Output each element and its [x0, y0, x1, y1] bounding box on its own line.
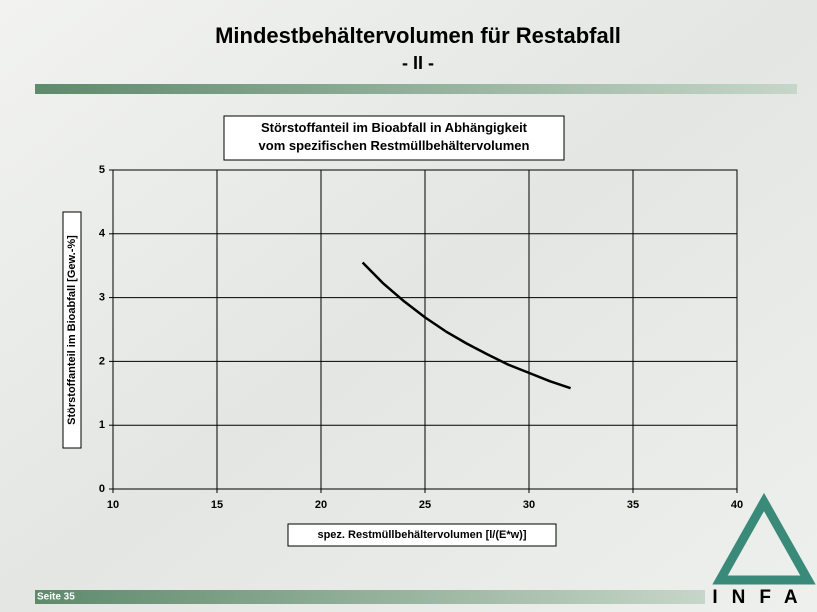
x-tick-label: 30 [523, 499, 535, 511]
y-tick-label: 1 [99, 419, 105, 431]
x-axis-label: spez. Restmüllbehältervolumen [l/(E*w)] [317, 529, 526, 541]
y-tick-label: 4 [99, 228, 106, 240]
y-tick-label: 0 [99, 483, 105, 495]
header-bar [35, 84, 797, 94]
y-tick-label: 5 [99, 164, 105, 176]
y-axis-label: Störstoffanteil im Bioabfall [Gew.-%] [66, 235, 78, 425]
x-tick-label: 25 [419, 499, 431, 511]
page-number: Seite 35 [37, 592, 75, 603]
x-tick-label: 35 [627, 499, 639, 511]
slide-title: Mindestbehältervolumen für Restabfall [215, 23, 621, 48]
slide: Mindestbehältervolumen für Restabfall - … [0, 0, 817, 612]
y-tick-label: 2 [99, 355, 105, 367]
x-tick-label: 15 [211, 499, 223, 511]
y-tick-label: 3 [99, 292, 105, 304]
slide-subtitle: - II - [402, 53, 434, 73]
x-tick-label: 10 [107, 499, 119, 511]
logo-text: INFA [712, 587, 811, 608]
footer-bar [35, 590, 705, 604]
x-tick-label: 40 [731, 499, 743, 511]
x-tick-label: 20 [315, 499, 327, 511]
